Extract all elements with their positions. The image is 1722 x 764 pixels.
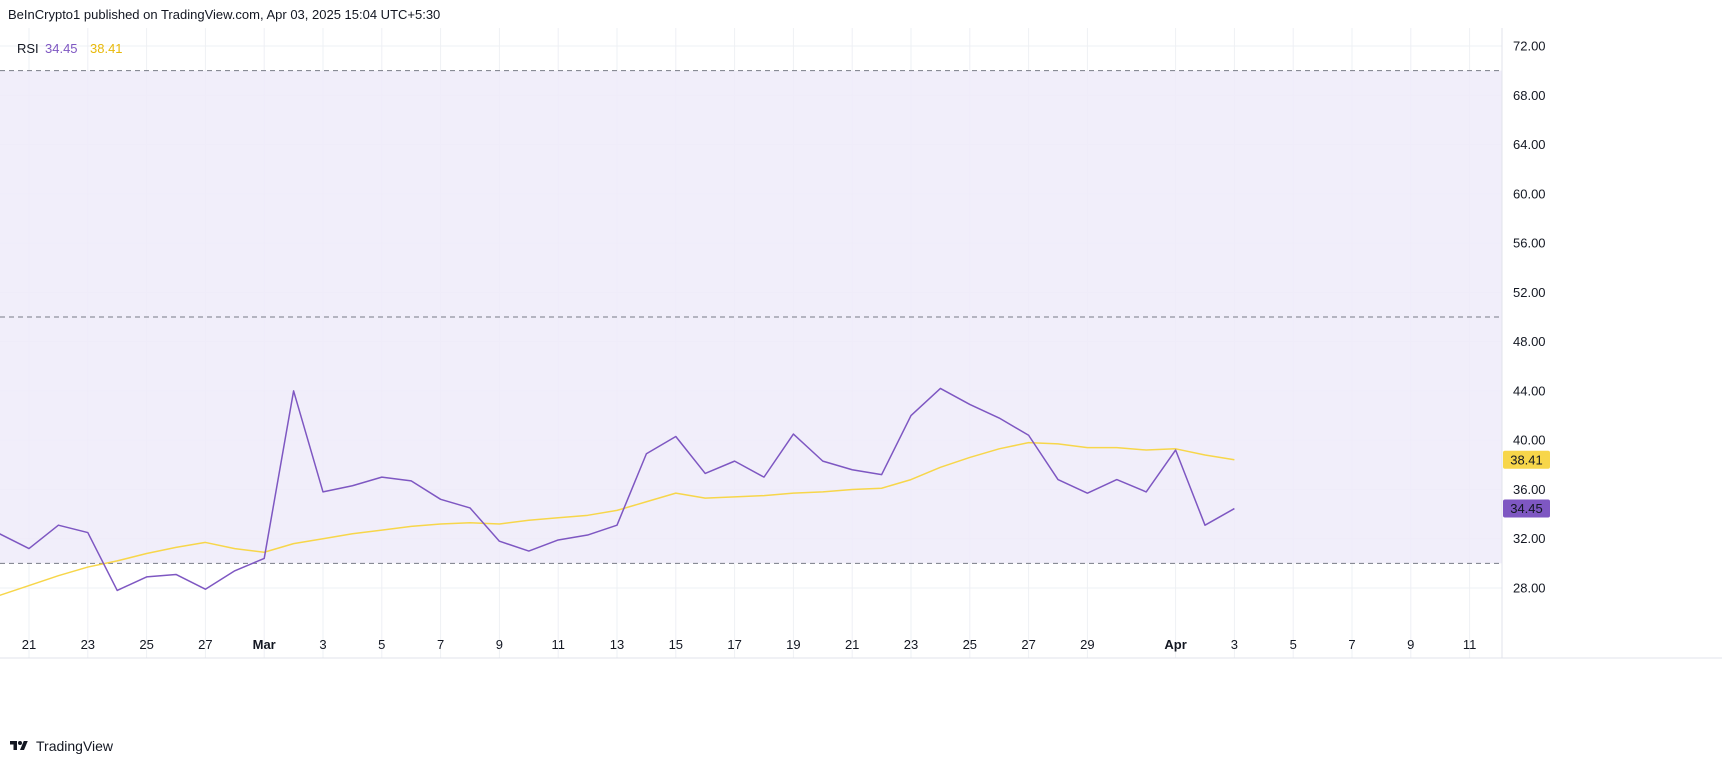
rsi-value-badge <box>1503 499 1550 518</box>
time-axis[interactable]: 21 23 25 27 Mar 3 5 7 9 11 13 15 17 19 21 23 25 27 29 Apr 3 5… <box>22 637 1477 652</box>
price-axis-label: 64.00 <box>1513 137 1546 152</box>
price-axis[interactable]: 28.00 32.00 36.00 40.00 44.00 48.00 52.00 56.00… <box>1513 39 1546 596</box>
time-axis-label: 9 <box>1407 637 1414 652</box>
legend-rsi-ma-value: 38.41 <box>90 41 123 56</box>
price-axis-label: 44.00 <box>1513 383 1546 398</box>
time-axis-label: 9 <box>496 637 503 652</box>
time-axis-label: 3 <box>319 637 326 652</box>
time-axis-label: Apr <box>1164 637 1186 652</box>
price-axis-label: 32.00 <box>1513 531 1546 546</box>
legend-rsi-label: RSI <box>17 41 39 56</box>
rsi-ma-line <box>0 441 1235 597</box>
time-axis-label: Mar <box>253 637 276 652</box>
price-axis-label: 52.00 <box>1513 285 1546 300</box>
price-axis-label: 60.00 <box>1513 186 1546 201</box>
time-axis-label: 23 <box>904 637 918 652</box>
price-axis-label: 28.00 <box>1513 581 1546 596</box>
time-axis-label: 27 <box>1021 637 1035 652</box>
time-axis-label: 25 <box>139 637 153 652</box>
time-axis-label: 5 <box>378 637 385 652</box>
series-lines <box>0 387 1235 597</box>
rsi-value-badge-text: 34.45 <box>1510 501 1543 516</box>
rsi-ma-value-badge <box>1503 450 1550 469</box>
time-axis-label: 25 <box>963 637 977 652</box>
time-axis-label: 3 <box>1231 637 1238 652</box>
time-axis-label: 17 <box>727 637 741 652</box>
price-axis-label: 56.00 <box>1513 236 1546 251</box>
rsi-line <box>0 387 1235 592</box>
last-value-badges: 38.41 34.45 <box>1503 450 1550 518</box>
time-axis-label: 13 <box>610 637 624 652</box>
legend-rsi-value: 34.45 <box>45 41 78 56</box>
time-axis-label: 11 <box>1463 637 1477 652</box>
brand-name: TradingView <box>36 738 114 754</box>
time-axis-label: 21 <box>845 637 859 652</box>
price-axis-label: 72.00 <box>1513 39 1546 54</box>
time-axis-label: 27 <box>198 637 212 652</box>
tradingview-logo-icon <box>10 741 28 750</box>
legend[interactable]: RSI 34.45 38.41 <box>17 41 123 56</box>
time-axis-label: 7 <box>437 637 444 652</box>
publisher-line: BeInCrypto1 published on TradingView.com… <box>8 7 441 22</box>
time-axis-label: 23 <box>81 637 95 652</box>
band-lines <box>0 70 1502 564</box>
time-axis-label: 5 <box>1290 637 1297 652</box>
price-axis-label: 36.00 <box>1513 482 1546 497</box>
time-axis-label: 15 <box>669 637 683 652</box>
time-axis-label: 19 <box>786 637 800 652</box>
time-axis-label: 11 <box>551 637 565 652</box>
time-axis-label: 21 <box>22 637 36 652</box>
rsi-ma-value-badge-text: 38.41 <box>1510 452 1543 467</box>
time-axis-label: 7 <box>1348 637 1355 652</box>
tradingview-brand[interactable]: TradingView <box>8 738 113 754</box>
price-axis-label: 48.00 <box>1513 334 1546 349</box>
time-axis-label: 29 <box>1080 637 1094 652</box>
rsi-chart[interactable]: 28.00 32.00 36.00 40.00 44.00 48.00 52.00 56.00… <box>0 0 1722 730</box>
price-axis-label: 40.00 <box>1513 433 1546 448</box>
price-axis-label: 68.00 <box>1513 88 1546 103</box>
